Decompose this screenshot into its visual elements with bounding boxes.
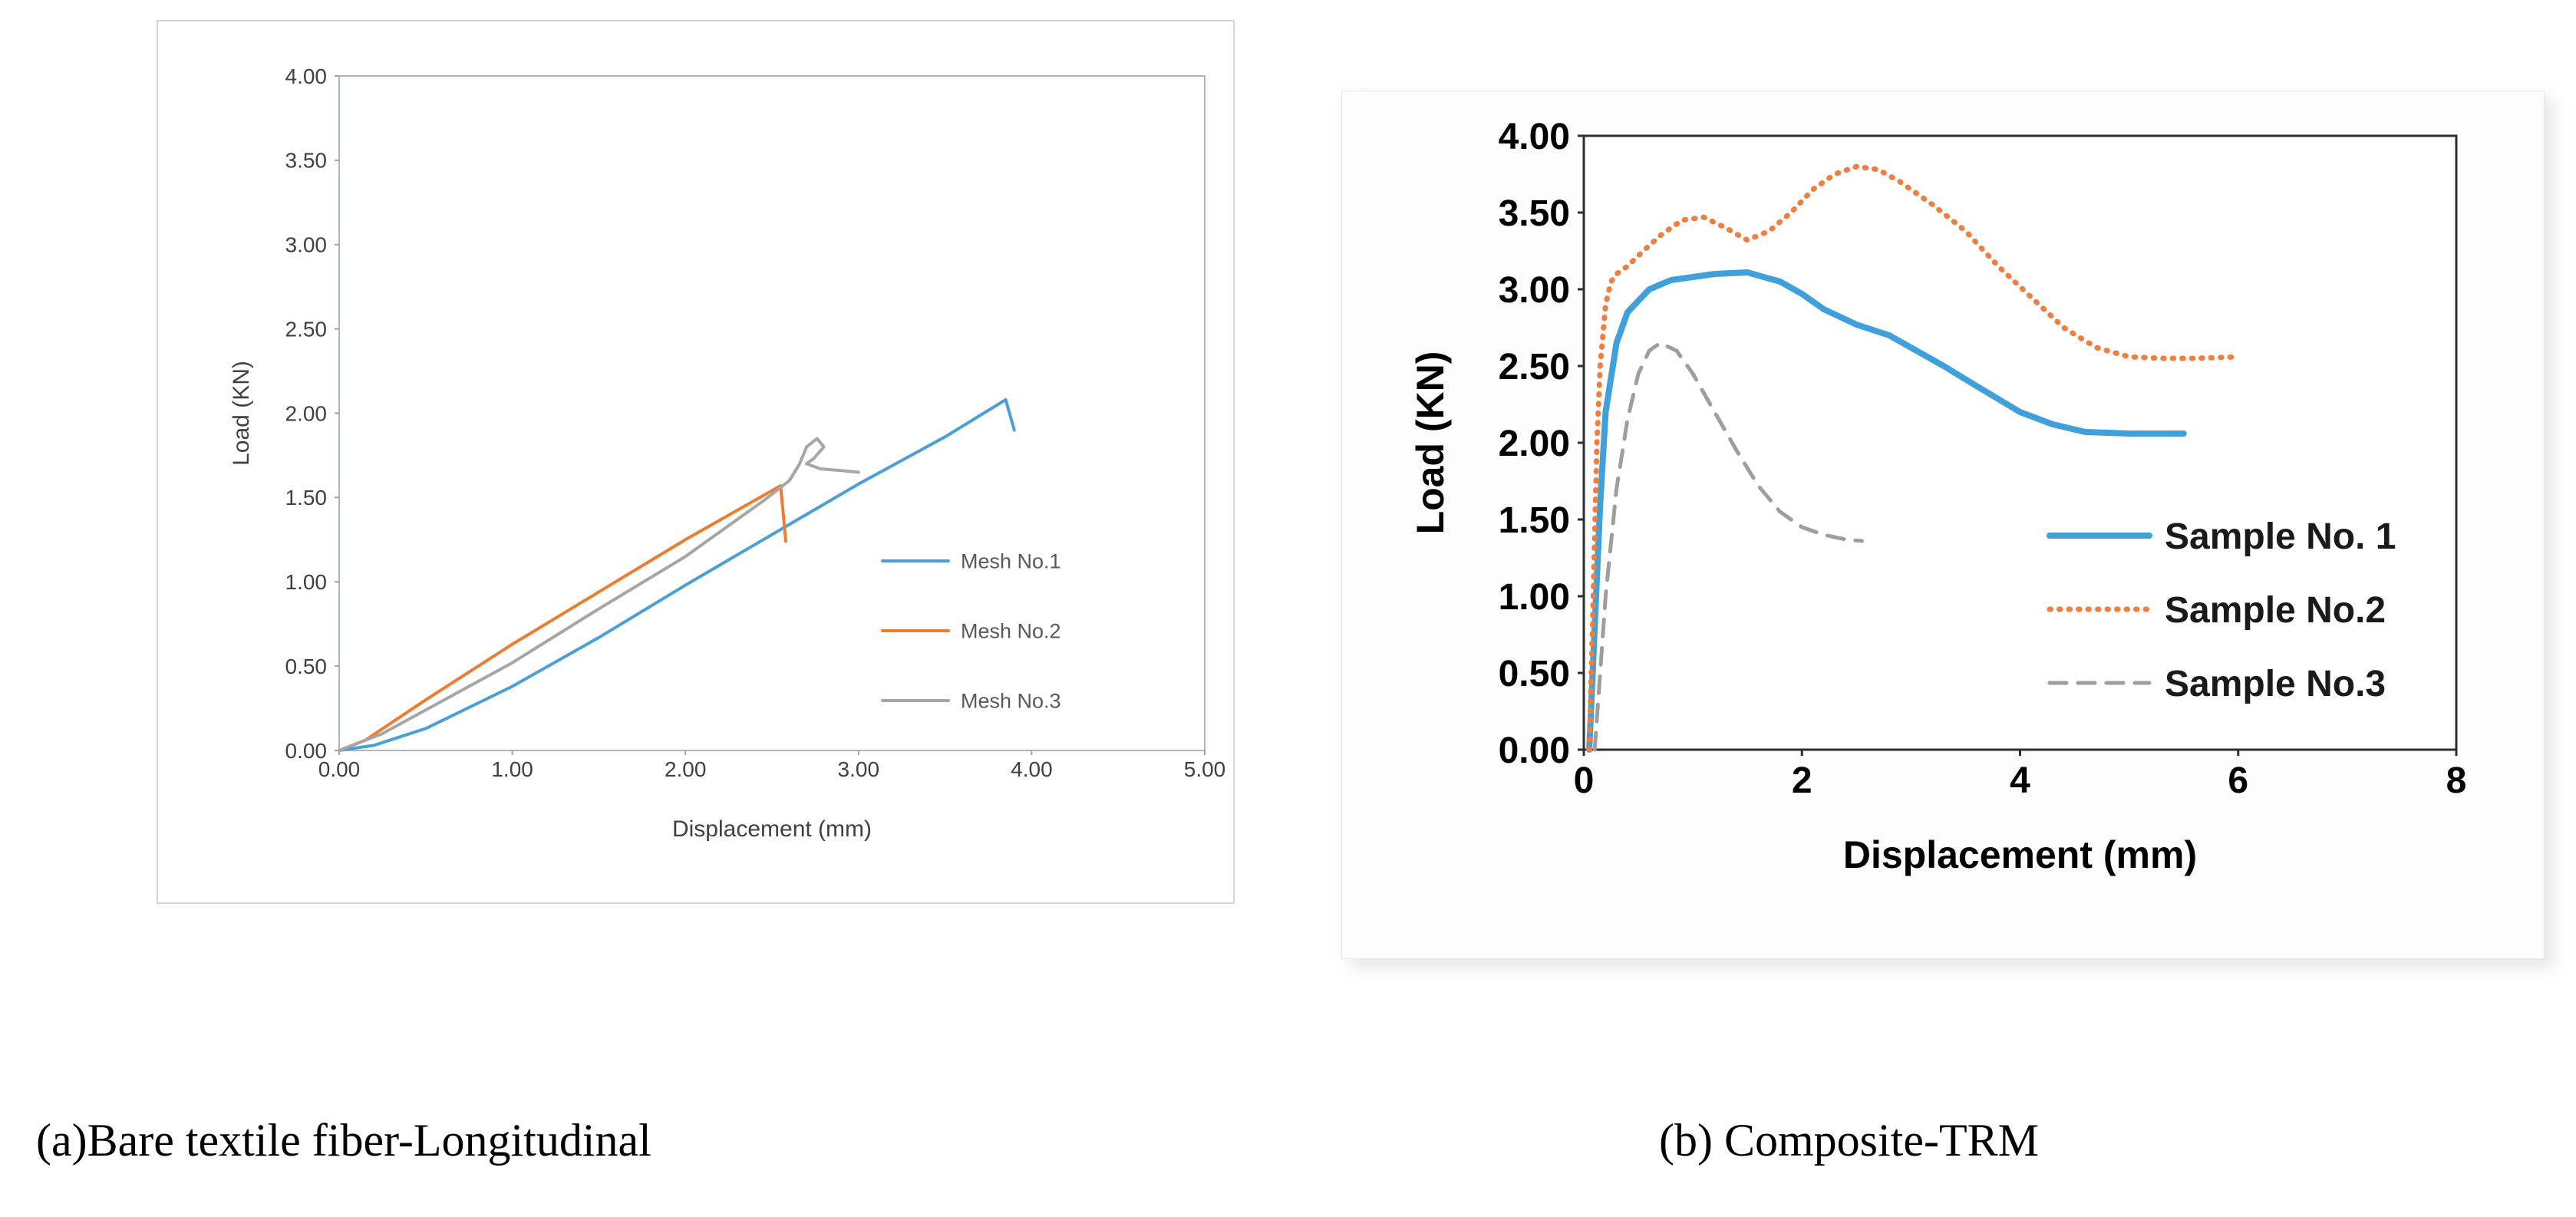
svg-text:0.00: 0.00 (318, 757, 361, 781)
svg-text:2.50: 2.50 (1499, 347, 1570, 388)
svg-text:Load (KN): Load (KN) (1409, 351, 1452, 535)
chart-b-line-chart: 0.00 0.50 1.00 1.50 2.00 2.50 3.00 3.50 4.00 0 2 4 6… (1409, 117, 2467, 876)
svg-text:3.00: 3.00 (285, 233, 328, 257)
chart-a-line-chart: 0.00 0.50 1.00 1.50 2.00 2.50 3.00 3.50 4.00 0.00… (229, 64, 1226, 842)
caption-a: (a)Bare textile fiber-Longitudinal (36, 1115, 651, 1166)
svg-text:3.50: 3.50 (1499, 193, 1570, 234)
svg-text:Load (KN): Load (KN) (229, 361, 254, 466)
svg-text:Sample No.3: Sample No.3 (2165, 664, 2386, 704)
svg-text:Displacement (mm): Displacement (mm) (672, 816, 872, 842)
svg-text:1.00: 1.00 (285, 570, 328, 594)
svg-text:8: 8 (2446, 760, 2467, 801)
svg-text:0.00: 0.00 (1499, 731, 1570, 771)
svg-text:1.50: 1.50 (1499, 500, 1570, 541)
svg-text:0.00: 0.00 (285, 739, 328, 763)
chart-a-panel: 0.00 0.50 1.00 1.50 2.00 2.50 3.00 3.50 4.00 0.00… (157, 20, 1235, 904)
svg-text:4.00: 4.00 (1499, 117, 1570, 157)
svg-text:3.00: 3.00 (1499, 270, 1570, 311)
svg-text:4: 4 (2010, 760, 2030, 801)
svg-text:2.00: 2.00 (1499, 424, 1570, 464)
chart-b-panel: 0.00 0.50 1.00 1.50 2.00 2.50 3.00 3.50 4.00 0 2 4 6… (1341, 91, 2545, 959)
svg-text:Mesh No.3: Mesh No.3 (961, 689, 1061, 712)
svg-text:4.00: 4.00 (1011, 757, 1053, 781)
svg-text:Sample No. 1: Sample No. 1 (2165, 516, 2396, 557)
svg-text:1.50: 1.50 (285, 486, 328, 510)
svg-text:3.50: 3.50 (285, 149, 328, 173)
svg-text:2.00: 2.00 (285, 401, 328, 425)
svg-text:2: 2 (1792, 760, 1812, 801)
svg-text:Displacement (mm): Displacement (mm) (1843, 833, 2197, 876)
svg-text:0.50: 0.50 (285, 655, 328, 678)
svg-text:Mesh No.1: Mesh No.1 (961, 549, 1061, 572)
svg-text:3.00: 3.00 (838, 757, 880, 781)
svg-text:0: 0 (1574, 760, 1595, 801)
caption-b: (b) Composite-TRM (1659, 1115, 2039, 1166)
svg-text:Mesh No.2: Mesh No.2 (961, 619, 1061, 642)
svg-text:5.00: 5.00 (1184, 757, 1226, 781)
svg-text:2.00: 2.00 (665, 757, 707, 781)
svg-text:4.00: 4.00 (285, 64, 328, 88)
svg-text:6: 6 (2228, 760, 2248, 801)
svg-text:2.50: 2.50 (285, 317, 328, 341)
svg-text:1.00: 1.00 (491, 757, 533, 781)
svg-text:0.50: 0.50 (1499, 654, 1570, 694)
svg-text:Sample No.2: Sample No.2 (2165, 590, 2386, 631)
svg-text:1.00: 1.00 (1499, 577, 1570, 618)
